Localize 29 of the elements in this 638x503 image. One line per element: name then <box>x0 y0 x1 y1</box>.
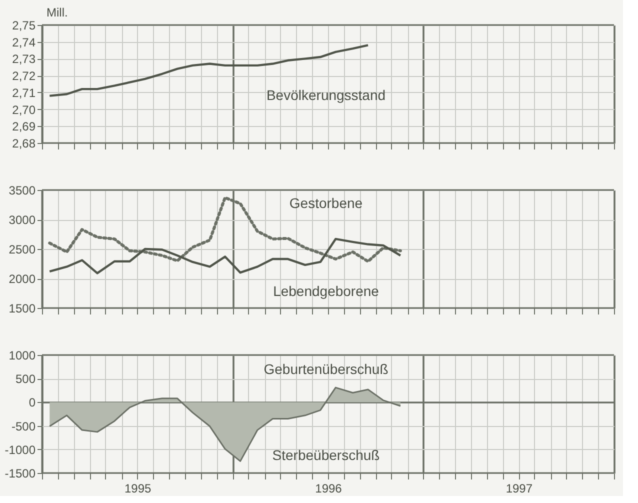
y-tick-label: -500 <box>11 419 36 434</box>
annotation: Geburtenüberschuß <box>264 361 388 377</box>
y-axis-title: Mill. <box>46 6 68 20</box>
y-tick-label: 1500 <box>8 302 36 316</box>
y-tick-label: -1500 <box>4 466 36 480</box>
series-label: Lebendgeborene <box>273 283 380 299</box>
x-tick-label: 1997 <box>506 482 533 496</box>
y-tick-label: 2,74 <box>12 35 36 50</box>
line-series <box>48 238 402 274</box>
y-tick-label: 2,75 <box>12 18 36 32</box>
y-tick-label: 2500 <box>8 242 36 256</box>
y-tick-label: 2,71 <box>12 86 36 100</box>
y-tick-label: 1000 <box>8 348 36 362</box>
y-tick-label: 3500 <box>8 184 36 198</box>
y-tick-label: 2,72 <box>12 69 36 84</box>
y-tick-label: 2,68 <box>12 136 36 150</box>
x-tick-label: 1995 <box>124 482 152 496</box>
y-tick-label: 2000 <box>8 272 36 286</box>
y-tick-label: 2,73 <box>12 52 36 66</box>
y-tick-label: 0 <box>28 396 36 410</box>
y-tick-label: -1000 <box>4 442 36 457</box>
y-tick-label: 2,70 <box>12 102 36 117</box>
y-tick-label: 500 <box>15 372 36 386</box>
y-tick-label: 2,69 <box>12 120 36 134</box>
series-label: Gestorbene <box>289 195 363 211</box>
series-label: Bevölkerungsstand <box>266 87 386 103</box>
y-tick-label: 3000 <box>8 213 36 227</box>
annotation: Sterbeüberschuß <box>272 447 380 463</box>
x-tick-label: 1996 <box>315 482 342 496</box>
